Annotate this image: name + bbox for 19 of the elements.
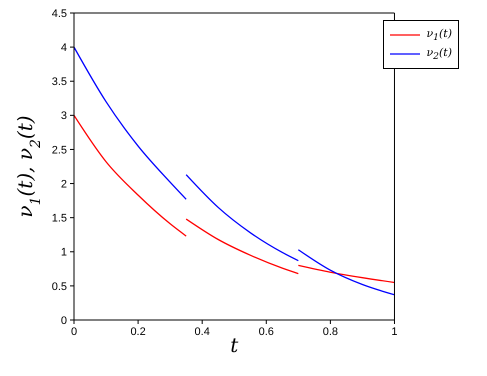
- y-tick-label: 4: [60, 42, 67, 54]
- y-tick-label: 3.5: [52, 76, 67, 88]
- y-tick-label: 4.5: [52, 8, 67, 20]
- y-tick-label: 2.5: [52, 144, 67, 156]
- y-tick-label: 0.5: [52, 280, 67, 293]
- y-tick-label: 0: [60, 314, 67, 327]
- y-tick-label: 1: [60, 246, 67, 259]
- y-tick-label: 2: [60, 178, 67, 190]
- x-tick-label: 1: [391, 326, 398, 338]
- y-tick-label: 1.5: [52, 212, 67, 225]
- x-tick-label: 0.2: [130, 326, 146, 338]
- x-tick-label: 0: [70, 326, 78, 338]
- x-tick-label: 0.4: [194, 326, 210, 338]
- x-axis-title: t: [230, 333, 240, 357]
- x-tick-label: 0.6: [258, 326, 274, 338]
- legend-label: ν$_{2}$(t): [426, 46, 452, 62]
- y-tick-label: 3: [60, 110, 67, 122]
- legend-label: ν$_{1}$(t): [426, 27, 452, 44]
- x-tick-label: 0.8: [322, 326, 338, 338]
